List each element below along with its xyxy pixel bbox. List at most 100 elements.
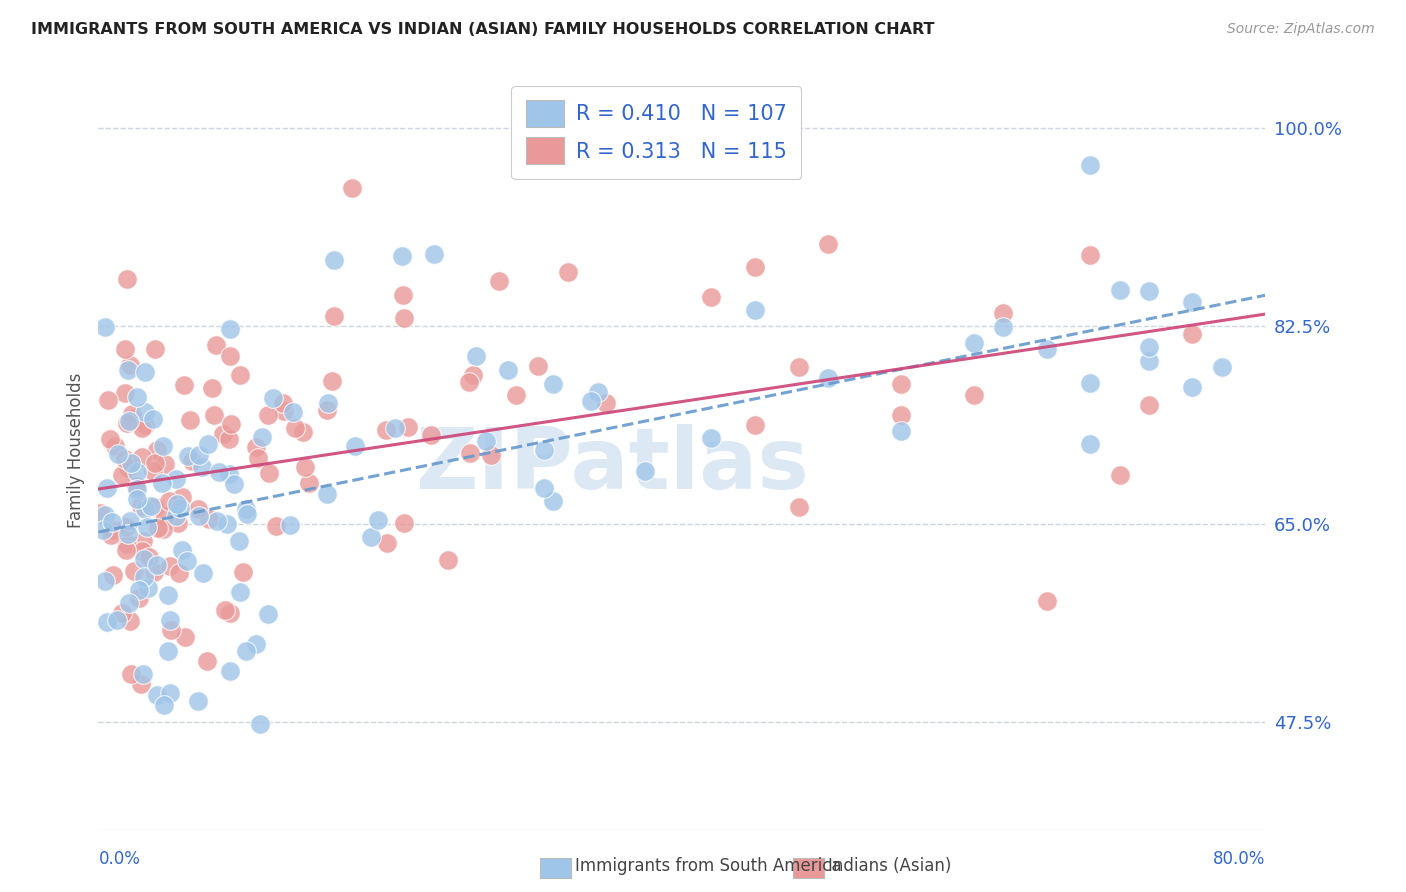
- Point: [169, 501, 191, 516]
- Point: [557, 265, 579, 279]
- Point: [117, 363, 139, 377]
- Point: [117, 414, 139, 428]
- Point: [890, 408, 912, 422]
- Point: [142, 464, 165, 478]
- Point: [496, 362, 519, 376]
- Point: [218, 433, 240, 447]
- Point: [384, 421, 406, 435]
- Point: [125, 479, 148, 493]
- Point: [219, 417, 242, 432]
- Point: [586, 384, 609, 399]
- Point: [890, 377, 912, 392]
- Point: [541, 494, 564, 508]
- Point: [207, 465, 229, 479]
- Point: [322, 252, 344, 267]
- Point: [367, 513, 389, 527]
- Point: [153, 508, 176, 523]
- Point: [187, 502, 209, 516]
- Point: [247, 450, 270, 465]
- Point: [700, 431, 723, 445]
- Point: [817, 371, 839, 385]
- Point: [1108, 467, 1130, 482]
- Point: [187, 694, 209, 708]
- Point: [245, 638, 267, 652]
- Point: [134, 502, 156, 516]
- Point: [257, 466, 280, 480]
- Point: [100, 527, 122, 541]
- Point: [340, 180, 363, 194]
- Point: [292, 425, 315, 440]
- Point: [250, 429, 273, 443]
- Point: [134, 570, 156, 584]
- Point: [152, 438, 174, 452]
- Point: [962, 335, 984, 350]
- Point: [93, 574, 115, 588]
- Point: [1035, 594, 1057, 608]
- Point: [125, 491, 148, 506]
- Point: [121, 412, 143, 426]
- Point: [474, 434, 496, 449]
- Text: IMMIGRANTS FROM SOUTH AMERICA VS INDIAN (ASIAN) FAMILY HOUSEHOLDS CORRELATION CH: IMMIGRANTS FROM SOUTH AMERICA VS INDIAN …: [31, 22, 935, 37]
- Text: Immigrants from South America: Immigrants from South America: [575, 857, 842, 875]
- Point: [146, 558, 169, 573]
- Point: [533, 481, 555, 495]
- Point: [150, 475, 173, 490]
- Point: [991, 320, 1014, 334]
- Point: [273, 403, 295, 417]
- Point: [159, 559, 181, 574]
- Point: [104, 439, 127, 453]
- Point: [543, 376, 565, 391]
- Point: [229, 585, 252, 599]
- Text: ZIPatlas: ZIPatlas: [415, 424, 808, 508]
- Point: [89, 506, 111, 520]
- Point: [138, 550, 160, 565]
- Point: [375, 423, 398, 437]
- Point: [181, 454, 204, 468]
- Point: [375, 535, 398, 549]
- Point: [298, 475, 321, 490]
- Point: [170, 491, 193, 505]
- Point: [294, 459, 316, 474]
- Point: [127, 390, 149, 404]
- Point: [136, 520, 159, 534]
- Point: [191, 566, 214, 580]
- Point: [278, 518, 301, 533]
- Point: [145, 688, 167, 702]
- Point: [146, 521, 169, 535]
- Point: [153, 458, 176, 472]
- Point: [115, 537, 138, 551]
- Point: [890, 424, 912, 438]
- Point: [142, 412, 165, 426]
- Point: [284, 421, 307, 435]
- Point: [96, 615, 118, 630]
- Point: [157, 588, 180, 602]
- Point: [222, 476, 245, 491]
- Point: [527, 359, 550, 373]
- Point: [129, 499, 152, 513]
- Point: [202, 408, 225, 422]
- Point: [360, 530, 382, 544]
- Point: [322, 309, 344, 323]
- Point: [533, 442, 555, 457]
- Point: [128, 582, 150, 597]
- Text: Source: ZipAtlas.com: Source: ZipAtlas.com: [1227, 22, 1375, 37]
- Point: [394, 516, 416, 530]
- Point: [188, 509, 211, 524]
- Point: [991, 306, 1014, 320]
- Point: [744, 260, 766, 275]
- Point: [118, 595, 141, 609]
- Point: [437, 553, 460, 567]
- Point: [318, 396, 340, 410]
- Point: [197, 437, 219, 451]
- Point: [146, 443, 169, 458]
- Point: [195, 654, 218, 668]
- Point: [281, 405, 304, 419]
- Point: [396, 420, 419, 434]
- Point: [235, 644, 257, 658]
- Point: [218, 349, 240, 363]
- Point: [134, 418, 156, 433]
- Point: [1181, 327, 1204, 342]
- Point: [1108, 283, 1130, 297]
- Point: [121, 407, 143, 421]
- Point: [114, 342, 136, 356]
